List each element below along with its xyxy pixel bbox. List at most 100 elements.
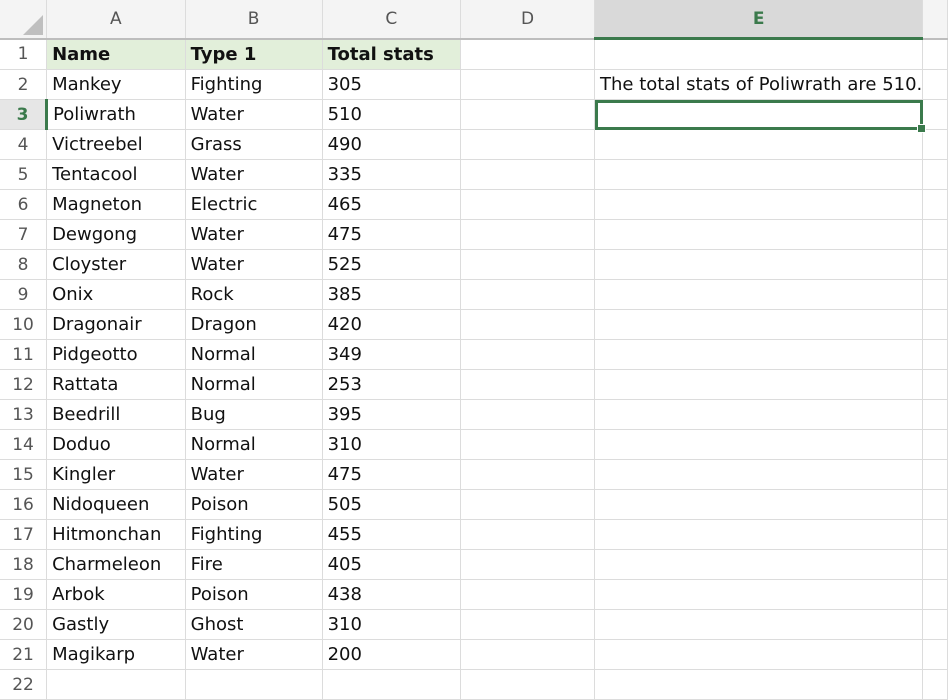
cell-c11[interactable]: 349 — [322, 339, 462, 370]
cell-e4[interactable] — [594, 129, 924, 160]
cell-a19[interactable]: Arbok — [46, 579, 186, 610]
cell-f2[interactable] — [922, 69, 948, 100]
column-header-a[interactable]: A — [46, 0, 186, 40]
cell-b1[interactable]: Type 1 — [185, 38, 323, 70]
row-header-11[interactable]: 11 — [0, 339, 48, 370]
row-header-18[interactable]: 18 — [0, 549, 48, 580]
cell-d22[interactable] — [460, 669, 596, 700]
cell-a10[interactable]: Dragonair — [46, 309, 186, 340]
cell-b2[interactable]: Fighting — [185, 69, 323, 100]
cell-c21[interactable]: 200 — [322, 639, 462, 670]
cell-a7[interactable]: Dewgong — [46, 219, 186, 250]
cell-a8[interactable]: Cloyster — [46, 249, 186, 280]
row-header-4[interactable]: 4 — [0, 129, 48, 160]
cell-f22[interactable] — [922, 669, 948, 700]
row-header-22[interactable]: 22 — [0, 669, 48, 700]
row-header-10[interactable]: 10 — [0, 309, 48, 340]
cell-f20[interactable] — [922, 609, 948, 640]
cell-e15[interactable] — [594, 459, 924, 490]
row-header-20[interactable]: 20 — [0, 609, 48, 640]
column-header-c[interactable]: C — [322, 0, 462, 40]
cell-f21[interactable] — [922, 639, 948, 670]
cell-b11[interactable]: Normal — [185, 339, 323, 370]
cell-a16[interactable]: Nidoqueen — [46, 489, 186, 520]
cell-b9[interactable]: Rock — [185, 279, 323, 310]
cell-b21[interactable]: Water — [185, 639, 323, 670]
cell-d7[interactable] — [460, 219, 596, 250]
cell-e6[interactable] — [594, 189, 924, 220]
cell-c13[interactable]: 395 — [322, 399, 462, 430]
cell-a2[interactable]: Mankey — [46, 69, 186, 100]
cell-e8[interactable] — [594, 249, 924, 280]
cell-b17[interactable]: Fighting — [185, 519, 323, 550]
cell-d5[interactable] — [460, 159, 596, 190]
cell-f8[interactable] — [922, 249, 948, 280]
cell-a14[interactable]: Doduo — [46, 429, 186, 460]
cell-e9[interactable] — [594, 279, 924, 310]
select-all-button[interactable] — [0, 0, 48, 40]
cell-c4[interactable]: 490 — [322, 129, 462, 160]
cell-c3[interactable]: 510 — [322, 99, 462, 130]
row-header-21[interactable]: 21 — [0, 639, 48, 670]
cell-d3[interactable] — [460, 99, 596, 130]
cell-e14[interactable] — [594, 429, 924, 460]
cell-c1[interactable]: Total stats — [322, 38, 462, 70]
cell-a20[interactable]: Gastly — [46, 609, 186, 640]
cell-a12[interactable]: Rattata — [46, 369, 186, 400]
cell-c2[interactable]: 305 — [322, 69, 462, 100]
cell-e12[interactable] — [594, 369, 924, 400]
cell-d10[interactable] — [460, 309, 596, 340]
cell-b7[interactable]: Water — [185, 219, 323, 250]
cell-b10[interactable]: Dragon — [185, 309, 323, 340]
cell-e22[interactable] — [594, 669, 924, 700]
row-header-7[interactable]: 7 — [0, 219, 48, 250]
cell-c6[interactable]: 465 — [322, 189, 462, 220]
cell-c18[interactable]: 405 — [322, 549, 462, 580]
cell-f5[interactable] — [922, 159, 948, 190]
cell-d20[interactable] — [460, 609, 596, 640]
cell-a9[interactable]: Onix — [46, 279, 186, 310]
cell-e10[interactable] — [594, 309, 924, 340]
row-header-14[interactable]: 14 — [0, 429, 48, 460]
cell-c17[interactable]: 455 — [322, 519, 462, 550]
cell-f14[interactable] — [922, 429, 948, 460]
cell-e3[interactable] — [594, 99, 927, 133]
cell-c12[interactable]: 253 — [322, 369, 462, 400]
cell-b8[interactable]: Water — [185, 249, 323, 280]
cell-c14[interactable]: 310 — [322, 429, 462, 460]
cell-a13[interactable]: Beedrill — [46, 399, 186, 430]
row-header-16[interactable]: 16 — [0, 489, 48, 520]
cell-e1[interactable] — [594, 38, 924, 70]
cell-b3[interactable]: Water — [185, 99, 323, 130]
cell-c10[interactable]: 420 — [322, 309, 462, 340]
cell-b16[interactable]: Poison — [185, 489, 323, 520]
cell-f13[interactable] — [922, 399, 948, 430]
cell-b4[interactable]: Grass — [185, 129, 323, 160]
cell-b5[interactable]: Water — [185, 159, 323, 190]
row-header-17[interactable]: 17 — [0, 519, 48, 550]
cell-d6[interactable] — [460, 189, 596, 220]
cell-e17[interactable] — [594, 519, 924, 550]
cell-d21[interactable] — [460, 639, 596, 670]
cell-b14[interactable]: Normal — [185, 429, 323, 460]
cell-a5[interactable]: Tentacool — [46, 159, 186, 190]
cell-d11[interactable] — [460, 339, 596, 370]
row-header-8[interactable]: 8 — [0, 249, 48, 280]
column-header-f[interactable] — [922, 0, 948, 40]
cell-f10[interactable] — [922, 309, 948, 340]
cell-f12[interactable] — [922, 369, 948, 400]
row-header-6[interactable]: 6 — [0, 189, 48, 220]
cell-f15[interactable] — [922, 459, 948, 490]
cell-f7[interactable] — [922, 219, 948, 250]
cell-f11[interactable] — [922, 339, 948, 370]
cell-a15[interactable]: Kingler — [46, 459, 186, 490]
cell-d12[interactable] — [460, 369, 596, 400]
cell-d9[interactable] — [460, 279, 596, 310]
cell-c15[interactable]: 475 — [322, 459, 462, 490]
cell-d16[interactable] — [460, 489, 596, 520]
cell-c16[interactable]: 505 — [322, 489, 462, 520]
cell-c19[interactable]: 438 — [322, 579, 462, 610]
cell-a6[interactable]: Magneton — [46, 189, 186, 220]
cell-c9[interactable]: 385 — [322, 279, 462, 310]
cell-d2[interactable] — [460, 69, 596, 100]
